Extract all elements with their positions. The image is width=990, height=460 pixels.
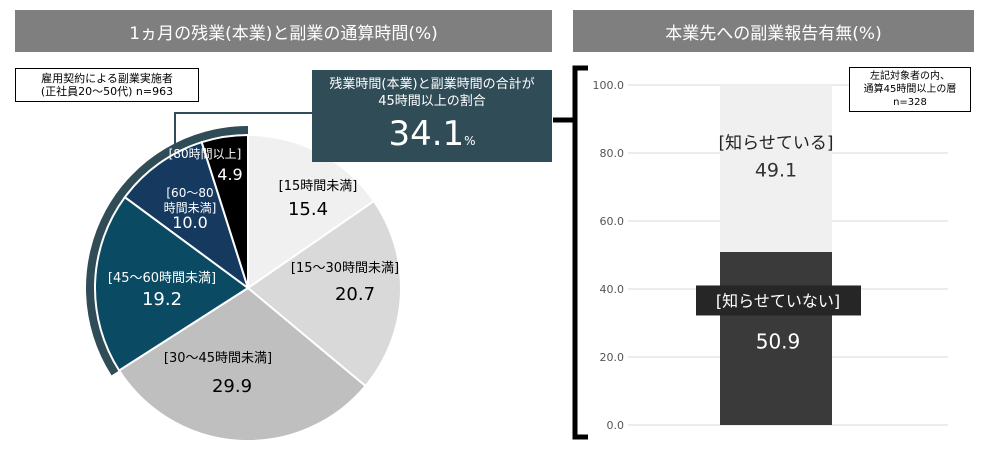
note-line: 通算45時間以上の層 bbox=[863, 84, 957, 95]
bracket-connector bbox=[553, 65, 588, 440]
pie-category-label: [15～30時間未満] bbox=[291, 261, 399, 276]
pie-value-label: 29.9 bbox=[212, 376, 252, 397]
bar-series-label: [知らせていない] bbox=[716, 291, 840, 310]
bar-series-label: [知らせている] bbox=[719, 133, 834, 153]
bar-value-label: 49.1 bbox=[755, 159, 797, 181]
pie-slice bbox=[123, 140, 250, 291]
callout-text: 残業時間(本業)と副業時間の合計が bbox=[329, 77, 535, 92]
pie-value-label: 4.9 bbox=[217, 165, 242, 184]
pie-category-label: 時間未満] bbox=[164, 201, 217, 215]
pie-category-label: [15時間未満] bbox=[279, 179, 358, 194]
pie-category-label: [45～60時間未満] bbox=[108, 271, 216, 286]
share-over-45h-callout: 残業時間(本業)と副業時間の合計が 45時間以上の割合 34.1% bbox=[312, 70, 552, 162]
y-tick-label: 80.0 bbox=[600, 147, 625, 160]
pie-category-label: [80時間以上] bbox=[169, 147, 242, 161]
y-tick-label: 20.0 bbox=[600, 351, 625, 364]
pie-slice bbox=[117, 286, 367, 442]
y-tick-label: 40.0 bbox=[600, 283, 625, 296]
callout-unit: % bbox=[464, 134, 476, 148]
pie-slice bbox=[94, 195, 250, 372]
callout-text: 45時間以上の割合 bbox=[378, 94, 486, 109]
pie-value-label: 20.7 bbox=[335, 284, 375, 305]
bar-label-background bbox=[696, 285, 861, 316]
y-tick-label: 0.0 bbox=[607, 419, 625, 432]
stacked-bar-segment bbox=[720, 251, 832, 425]
pie-value-label: 10.0 bbox=[172, 213, 208, 232]
pie-category-label: [60～80 bbox=[166, 186, 213, 200]
left-chart-title: 1ヵ月の残業(本業)と副業の通算時間(%) bbox=[15, 10, 552, 52]
right-chart-title: 本業先への副業報告有無(%) bbox=[573, 10, 974, 52]
right-sample-note: 左記対象者の内、 通算45時間以上の層 n=328 bbox=[849, 67, 971, 112]
callout-value: 34.1 bbox=[388, 114, 465, 154]
stacked-bar-segment bbox=[720, 85, 832, 252]
pie-value-label: 19.2 bbox=[142, 289, 182, 310]
bar-value-label: 50.9 bbox=[756, 329, 801, 353]
left-sample-note: 雇用契約による副業実施者 (正社員20～50代) n=963 bbox=[15, 68, 199, 102]
pie-slice bbox=[200, 133, 249, 289]
pie-slice bbox=[246, 199, 402, 388]
y-tick-label: 60.0 bbox=[600, 215, 625, 228]
y-tick-label: 100.0 bbox=[593, 79, 625, 92]
note-line: n=328 bbox=[893, 97, 927, 108]
pie-value-label: 15.4 bbox=[288, 199, 328, 220]
note-line: 左記対象者の内、 bbox=[870, 71, 950, 82]
pie-category-label: [30～45時間未満] bbox=[164, 351, 272, 366]
note-line: 雇用契約による副業実施者 bbox=[41, 72, 173, 85]
note-line: (正社員20～50代) n=963 bbox=[40, 85, 174, 98]
callout-connector bbox=[174, 112, 312, 162]
